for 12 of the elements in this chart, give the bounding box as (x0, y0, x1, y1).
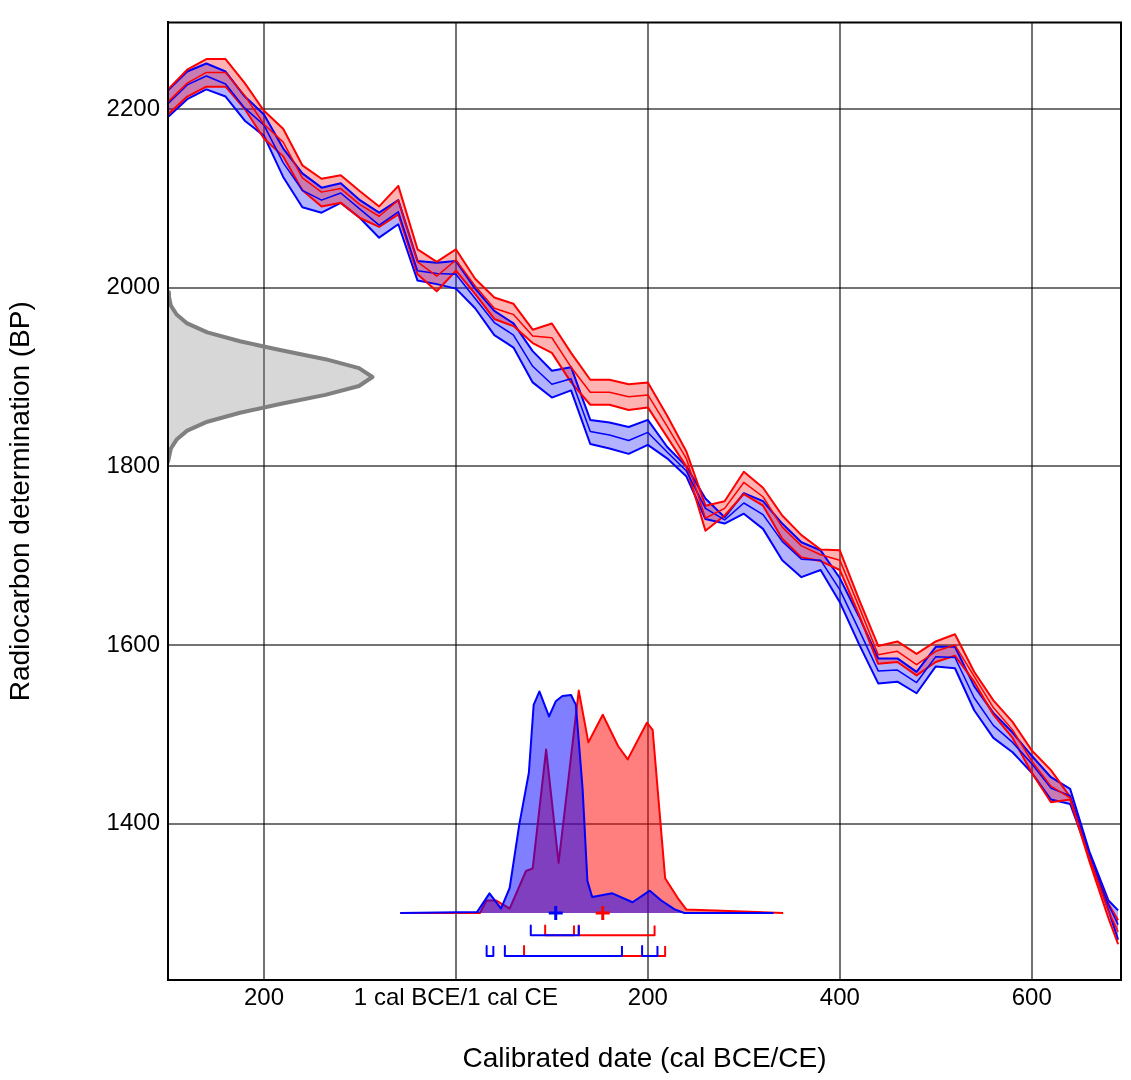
x-tick-label: 400 (819, 983, 860, 1011)
y-tick-label: 2200 (106, 93, 160, 121)
x-tick-label: 200 (243, 983, 284, 1011)
y-tick-label: 1600 (106, 629, 160, 657)
x-tick-label: 1 cal BCE/1 cal CE (353, 983, 558, 1011)
y-tick-label: 1400 (106, 808, 160, 836)
x-tick-label: 600 (1011, 983, 1052, 1011)
y-tick-label: 2000 (106, 272, 160, 300)
y-axis-title: Radiocarbon determination (BP) (3, 301, 35, 702)
x-axis-title: Calibrated date (cal BCE/CE) (462, 1041, 827, 1073)
y-tick-label: 1800 (106, 450, 160, 478)
x-tick-label: 200 (627, 983, 668, 1011)
